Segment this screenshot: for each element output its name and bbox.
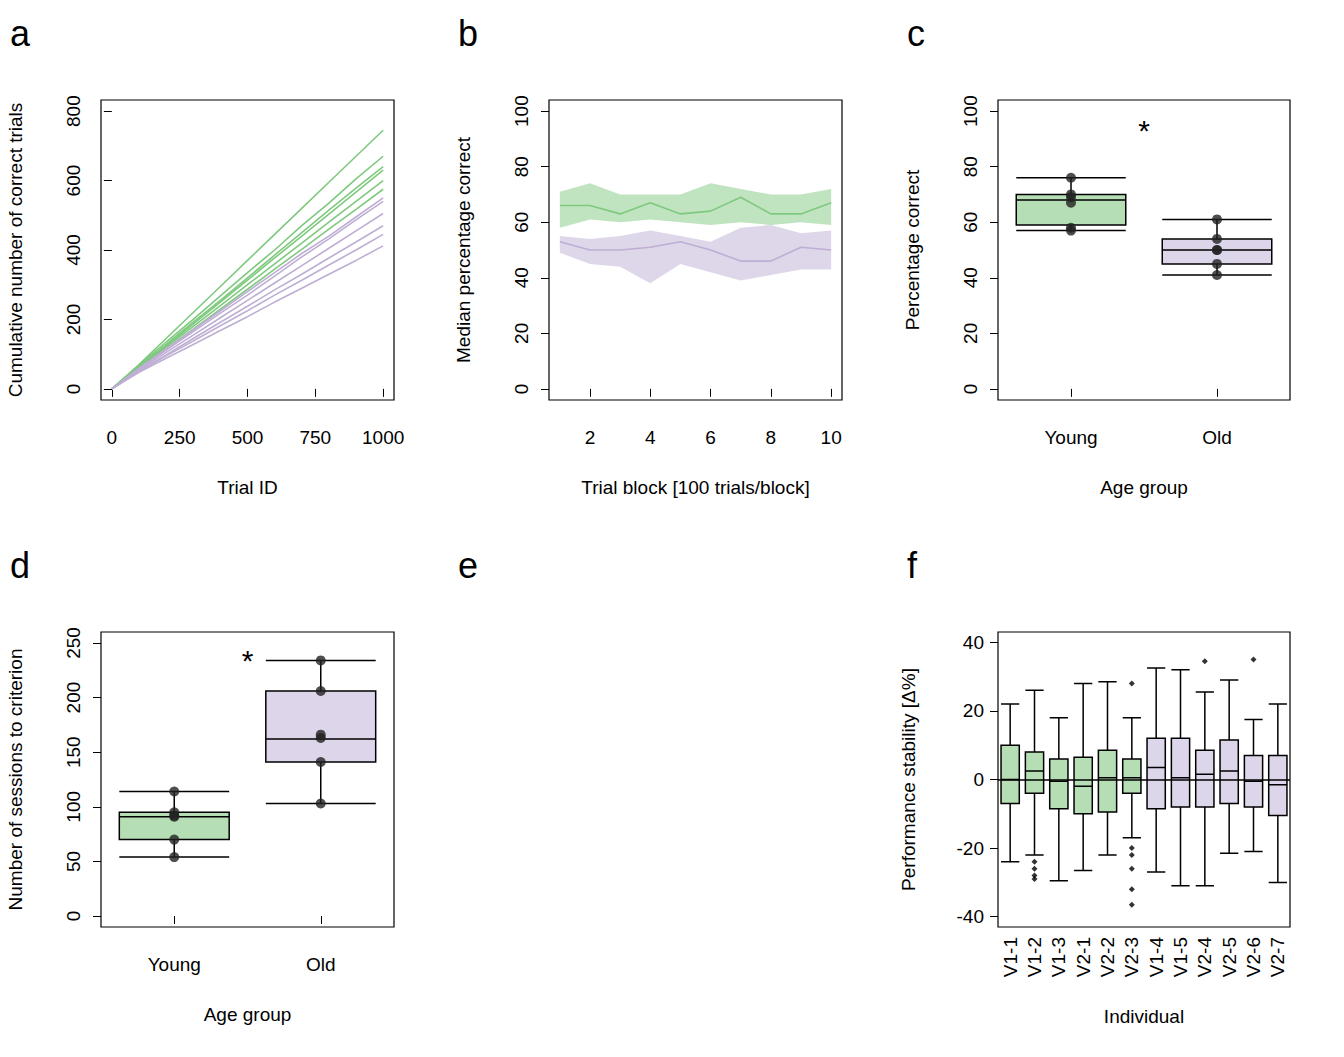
- svg-text:40: 40: [511, 267, 532, 288]
- svg-text:Individual: Individual: [1104, 1006, 1184, 1027]
- svg-text:1000: 1000: [362, 427, 404, 448]
- svg-text:V2-3: V2-3: [1121, 937, 1142, 977]
- svg-text:-40: -40: [957, 906, 984, 927]
- svg-text:-20: -20: [957, 838, 984, 859]
- svg-text:40: 40: [963, 632, 984, 653]
- svg-text:Young: Young: [148, 954, 201, 975]
- svg-text:150: 150: [63, 736, 84, 768]
- svg-text:V2-2: V2-2: [1097, 937, 1118, 977]
- svg-text:Median percentage correct: Median percentage correct: [453, 136, 474, 363]
- svg-text:100: 100: [960, 95, 981, 127]
- svg-text:80: 80: [511, 156, 532, 177]
- svg-text:0: 0: [107, 427, 118, 448]
- svg-text:V1-5: V1-5: [1170, 937, 1191, 977]
- svg-text:0: 0: [63, 911, 84, 922]
- svg-text:60: 60: [511, 212, 532, 233]
- svg-text:10: 10: [821, 427, 842, 448]
- svg-text:250: 250: [63, 627, 84, 659]
- svg-text:b: b: [458, 13, 478, 54]
- svg-text:6: 6: [705, 427, 716, 448]
- svg-text:40: 40: [960, 267, 981, 288]
- svg-text:V2-5: V2-5: [1219, 937, 1240, 977]
- svg-text:100: 100: [63, 791, 84, 823]
- svg-text:Trial ID: Trial ID: [217, 477, 278, 498]
- svg-text:V2-7: V2-7: [1267, 937, 1288, 977]
- svg-text:d: d: [10, 545, 30, 586]
- svg-text:500: 500: [232, 427, 264, 448]
- svg-text:V1-3: V1-3: [1048, 937, 1069, 977]
- svg-text:c: c: [907, 13, 925, 54]
- svg-text:800: 800: [63, 95, 84, 127]
- svg-text:250: 250: [164, 427, 196, 448]
- svg-text:Number of sessions to criterio: Number of sessions to criterion: [5, 649, 26, 911]
- svg-text:20: 20: [963, 700, 984, 721]
- svg-text:200: 200: [63, 682, 84, 714]
- svg-text:Trial block [100 trials/block]: Trial block [100 trials/block]: [581, 477, 809, 498]
- svg-text:0: 0: [511, 384, 532, 395]
- svg-text:Performance stability [Δ%]: Performance stability [Δ%]: [898, 668, 919, 891]
- svg-text:*: *: [242, 644, 254, 677]
- svg-text:Age group: Age group: [204, 1004, 292, 1025]
- svg-text:V1-1: V1-1: [1000, 937, 1021, 977]
- svg-text:20: 20: [511, 323, 532, 344]
- svg-text:a: a: [10, 13, 31, 54]
- svg-text:Percentage correct: Percentage correct: [902, 169, 923, 330]
- svg-text:60: 60: [960, 212, 981, 233]
- svg-text:2: 2: [585, 427, 596, 448]
- svg-text:V2-4: V2-4: [1194, 937, 1215, 978]
- svg-text:400: 400: [63, 234, 84, 266]
- svg-text:V2-6: V2-6: [1243, 937, 1264, 977]
- svg-text:750: 750: [299, 427, 331, 448]
- svg-text:V2-1: V2-1: [1073, 937, 1094, 977]
- svg-text:f: f: [907, 545, 918, 586]
- svg-text:200: 200: [63, 304, 84, 336]
- svg-text:8: 8: [766, 427, 777, 448]
- svg-text:0: 0: [973, 769, 984, 790]
- svg-text:Age group: Age group: [1100, 477, 1188, 498]
- svg-text:0: 0: [960, 384, 981, 395]
- svg-text:600: 600: [63, 165, 84, 197]
- svg-text:100: 100: [511, 95, 532, 127]
- svg-text:V1-4: V1-4: [1146, 937, 1167, 978]
- svg-text:e: e: [458, 545, 478, 586]
- svg-text:Old: Old: [306, 954, 336, 975]
- svg-text:V1-2: V1-2: [1024, 937, 1045, 977]
- svg-text:50: 50: [63, 851, 84, 872]
- svg-text:*: *: [1138, 114, 1150, 147]
- svg-text:4: 4: [645, 427, 656, 448]
- svg-text:Young: Young: [1044, 427, 1097, 448]
- svg-text:Old: Old: [1202, 427, 1232, 448]
- svg-text:20: 20: [960, 323, 981, 344]
- svg-text:0: 0: [63, 384, 84, 395]
- svg-text:80: 80: [960, 156, 981, 177]
- svg-text:Cumulative number of correct t: Cumulative number of correct trials: [5, 103, 26, 398]
